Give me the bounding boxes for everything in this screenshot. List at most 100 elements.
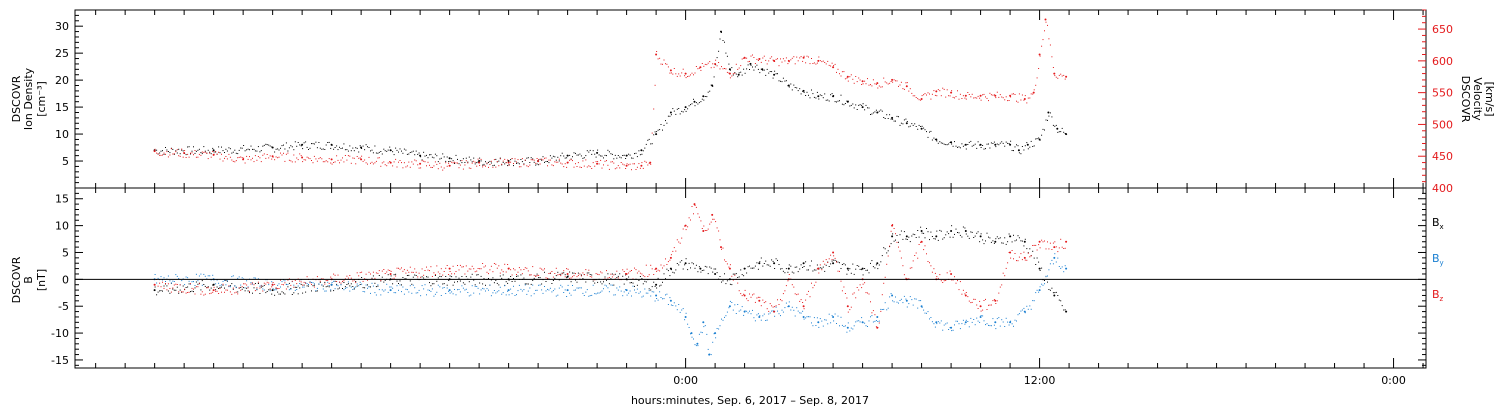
ion-density-sample — [974, 143, 976, 145]
ion-density-sample — [895, 120, 896, 122]
by-sample — [386, 283, 388, 285]
by-sample — [336, 284, 338, 286]
bz-sample — [626, 268, 628, 270]
bx-sample — [750, 267, 752, 269]
by-sample — [240, 284, 242, 286]
by-sample — [973, 319, 975, 320]
bz-sample — [855, 297, 857, 299]
velocity-sample — [849, 76, 851, 78]
bx-sample — [952, 236, 954, 238]
bx-sample — [939, 229, 941, 231]
bx-sample — [610, 278, 612, 280]
bx-sample — [545, 281, 547, 282]
bz-sample — [672, 250, 674, 252]
ion-density-sample — [254, 150, 256, 152]
bz-sample — [995, 303, 997, 304]
ion-density-sample — [623, 154, 625, 156]
bz-sample — [957, 280, 958, 282]
velocity-sample — [305, 159, 307, 161]
velocity-sample — [710, 67, 712, 69]
bx-sample — [263, 284, 265, 286]
ion-density-sample — [1004, 145, 1006, 147]
velocity-sample — [756, 58, 758, 60]
bz-sample — [828, 258, 830, 260]
bx-sample — [552, 280, 554, 281]
velocity-sample — [936, 95, 938, 97]
by-sample — [933, 323, 935, 325]
velocity-sample — [418, 167, 420, 169]
by-point — [1065, 267, 1068, 270]
velocity-sample — [883, 77, 885, 79]
by-sample — [367, 287, 368, 289]
bx-sample — [430, 285, 432, 287]
velocity-sample — [321, 158, 323, 160]
bz-sample — [389, 270, 391, 271]
bz-sample — [971, 301, 973, 303]
by-sample — [448, 290, 450, 292]
velocity-sample — [830, 65, 832, 67]
density-tick-label: 10 — [55, 128, 69, 141]
velocity-sample — [195, 156, 197, 158]
ion-density-sample — [700, 101, 702, 103]
bx-sample — [501, 277, 503, 279]
bz-sample — [874, 314, 876, 316]
bx-sample — [641, 278, 643, 280]
bz-sample — [682, 228, 684, 230]
bx-point — [832, 262, 835, 265]
velocity-sample — [488, 166, 489, 168]
by-sample — [781, 309, 783, 311]
bx-sample — [567, 275, 569, 277]
bx-sample — [162, 290, 163, 292]
by-sample — [744, 310, 746, 312]
bx-sample — [965, 233, 967, 235]
ion-density-sample — [393, 154, 395, 156]
by-sample — [399, 284, 401, 286]
velocity-sample — [831, 62, 833, 64]
bz-sample — [917, 257, 919, 259]
ion-density-sample — [995, 146, 997, 148]
ion-density-sample — [914, 123, 916, 125]
velocity-point — [360, 158, 363, 161]
by-sample — [815, 325, 817, 326]
by-sample — [741, 306, 743, 308]
ion-density-sample — [1041, 134, 1043, 136]
velocity-sample — [675, 73, 677, 75]
ion-density-sample — [517, 162, 519, 164]
velocity-sample — [408, 161, 410, 163]
bx-sample — [592, 280, 594, 282]
by-sample — [870, 316, 871, 318]
by-sample — [356, 283, 358, 285]
bz-sample — [939, 274, 941, 276]
bx-sample — [502, 274, 504, 276]
bz-sample — [278, 288, 280, 289]
bx-sample — [782, 270, 784, 272]
bx-sample — [968, 237, 970, 239]
by-sample — [808, 316, 809, 318]
by-sample — [892, 300, 894, 302]
ion-density-sample — [371, 149, 373, 151]
velocity-sample — [162, 154, 163, 156]
by-sample — [284, 280, 286, 282]
velocity-sample — [249, 156, 250, 158]
bx-sample — [225, 280, 227, 281]
ion-density-sample — [443, 156, 445, 158]
velocity-sample — [862, 83, 864, 85]
ion-density-sample — [788, 86, 790, 88]
bx-sample — [651, 286, 653, 288]
velocity-sample — [424, 161, 426, 163]
ion-density-sample — [731, 67, 733, 69]
bz-sample — [772, 306, 774, 308]
velocity-sample — [355, 163, 357, 165]
bx-sample — [176, 286, 178, 288]
by-point — [448, 289, 451, 292]
by-sample — [729, 300, 731, 302]
velocity-sample — [852, 78, 854, 80]
by-sample — [1010, 320, 1012, 322]
bz-sample — [698, 216, 700, 218]
bx-sample — [660, 284, 662, 286]
bz-sample — [554, 273, 556, 274]
bz-sample — [912, 260, 914, 262]
velocity-sample — [989, 92, 991, 94]
by-sample — [327, 281, 329, 283]
